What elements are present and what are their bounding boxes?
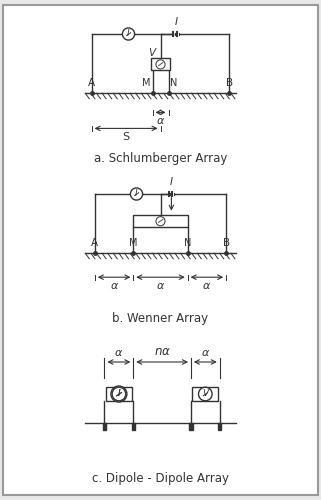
Text: S: S bbox=[123, 132, 130, 141]
Text: A: A bbox=[88, 78, 95, 88]
Text: $\alpha$: $\alpha$ bbox=[201, 348, 210, 358]
Text: N: N bbox=[170, 78, 178, 88]
Circle shape bbox=[198, 387, 212, 401]
Bar bbox=[106, 387, 132, 401]
Text: M: M bbox=[129, 238, 138, 248]
Text: $\alpha$: $\alpha$ bbox=[202, 280, 212, 290]
Bar bbox=[132, 423, 135, 430]
Text: $\alpha$: $\alpha$ bbox=[156, 116, 165, 126]
Text: I: I bbox=[175, 17, 178, 27]
Circle shape bbox=[156, 60, 165, 69]
Text: $\alpha$: $\alpha$ bbox=[114, 348, 124, 358]
Bar bbox=[218, 423, 221, 430]
Text: $n\alpha$: $n\alpha$ bbox=[153, 345, 171, 358]
Text: V: V bbox=[148, 48, 155, 58]
Circle shape bbox=[112, 387, 126, 401]
Bar bbox=[189, 423, 193, 430]
Text: b. Wenner Array: b. Wenner Array bbox=[112, 312, 209, 325]
Circle shape bbox=[111, 386, 127, 402]
Text: I: I bbox=[117, 389, 120, 398]
Text: I: I bbox=[127, 29, 130, 38]
Text: $\alpha$: $\alpha$ bbox=[156, 280, 165, 290]
Text: I: I bbox=[170, 177, 173, 187]
Text: I: I bbox=[117, 388, 120, 398]
Bar bbox=[103, 423, 106, 430]
Bar bbox=[133, 215, 188, 227]
Text: B: B bbox=[222, 238, 230, 248]
Text: M: M bbox=[143, 78, 151, 88]
Circle shape bbox=[130, 188, 143, 200]
Text: B: B bbox=[226, 78, 233, 88]
Bar bbox=[192, 387, 218, 401]
Text: a. Schlumberger Array: a. Schlumberger Array bbox=[94, 152, 227, 165]
Circle shape bbox=[156, 216, 165, 226]
Bar bbox=[151, 58, 170, 70]
Circle shape bbox=[122, 28, 134, 40]
Text: V: V bbox=[202, 389, 208, 398]
Text: N: N bbox=[184, 238, 191, 248]
Text: I: I bbox=[135, 189, 138, 198]
Text: $\alpha$: $\alpha$ bbox=[109, 280, 119, 290]
Text: c. Dipole - Dipole Array: c. Dipole - Dipole Array bbox=[92, 472, 229, 485]
Text: A: A bbox=[91, 238, 99, 248]
